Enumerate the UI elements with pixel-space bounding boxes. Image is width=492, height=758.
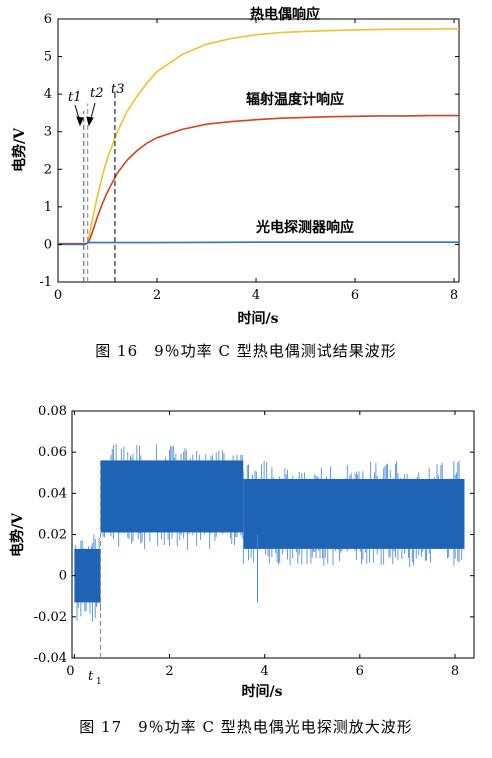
y-tick-label: 2	[44, 162, 52, 177]
y-tick-label: 3	[44, 125, 52, 140]
svg-text:t1: t1	[68, 90, 82, 105]
svg-text:t: t	[88, 669, 94, 684]
series-label-thermocouple: 热电偶响应	[250, 6, 320, 23]
axis-ticks: 0 2 4 6 8 -0.04 -0.02 0 0.02 0.04 0.06 0.08	[34, 404, 474, 679]
y-tick-label: -1	[39, 275, 52, 290]
svg-text:1: 1	[96, 677, 102, 687]
x-tick-label: 0	[66, 664, 74, 679]
signal-band	[74, 444, 465, 622]
x-tick-label: 8	[450, 288, 458, 303]
y-axis-label: 电势/V	[11, 127, 28, 172]
y-tick-label: 5	[44, 50, 52, 65]
x-tick-label: 0	[54, 288, 62, 303]
series-label-radiation-thermometer: 辐射温度计响应	[246, 91, 344, 108]
y-tick-label: 0.06	[38, 445, 67, 460]
y-tick-label: -0.04	[34, 651, 67, 666]
x-tick-label: 6	[351, 288, 359, 303]
series-line-1	[58, 28, 459, 245]
marker-arrows	[74, 102, 96, 127]
y-tick-label: 1	[44, 200, 52, 215]
x-axis-label: 时间/s	[238, 310, 279, 327]
svg-text:t3: t3	[111, 82, 125, 97]
y-tick-label: 0.08	[38, 404, 67, 419]
y-tick-label: 4	[44, 87, 52, 102]
y-tick-label: 0.02	[38, 528, 67, 543]
y-tick-label: 0	[44, 237, 52, 252]
x-tick-label: 4	[252, 288, 260, 303]
signal-band-segment-2	[100, 460, 244, 533]
signal-spikes-3	[242, 460, 463, 568]
series-line-2	[58, 114, 459, 245]
y-tick-label: 0	[59, 569, 67, 584]
y-tick-label: -0.02	[34, 610, 67, 625]
marker-label-t3: t3	[111, 82, 125, 97]
figure-16-caption: 图 16 9％功率 C 型热电偶测试结果波形	[95, 342, 397, 360]
x-axis-label: 时间/s	[242, 683, 283, 700]
marker-lines	[83, 92, 116, 282]
marker-label-t1: t 1	[88, 669, 102, 687]
x-tick-label: 8	[451, 664, 459, 679]
signal-spikes-1	[75, 534, 101, 622]
marker-label-t1: t1	[68, 90, 82, 105]
x-tick-label: 2	[153, 288, 161, 303]
figure-17-chart: 0 2 4 6 8 -0.04 -0.02 0 0.02 0.04 0.06 0.08 电势/V 时间…	[9, 404, 475, 700]
curve-layer	[58, 28, 459, 246]
series-label-photodetector: 光电探测器响应	[255, 219, 354, 236]
marker-label-t2: t2	[90, 86, 104, 101]
x-tick-label: 6	[356, 664, 364, 679]
y-tick-label: 6	[44, 12, 52, 27]
x-tick-label: 4	[261, 664, 269, 679]
signal-spikes-2	[102, 444, 243, 550]
signal-band-segment-3	[243, 478, 465, 549]
signal-band-segment-1	[74, 548, 101, 603]
y-tick-label: 0.04	[38, 486, 67, 501]
y-axis-label: 电势/V	[9, 512, 26, 557]
figure-17-caption: 图 17 9％功率 C 型热电偶光电探测放大波形	[79, 718, 413, 736]
series-line-3	[58, 241, 459, 246]
plot-frame	[57, 18, 460, 283]
x-tick-label: 2	[165, 664, 173, 679]
svg-text:t2: t2	[90, 86, 104, 101]
